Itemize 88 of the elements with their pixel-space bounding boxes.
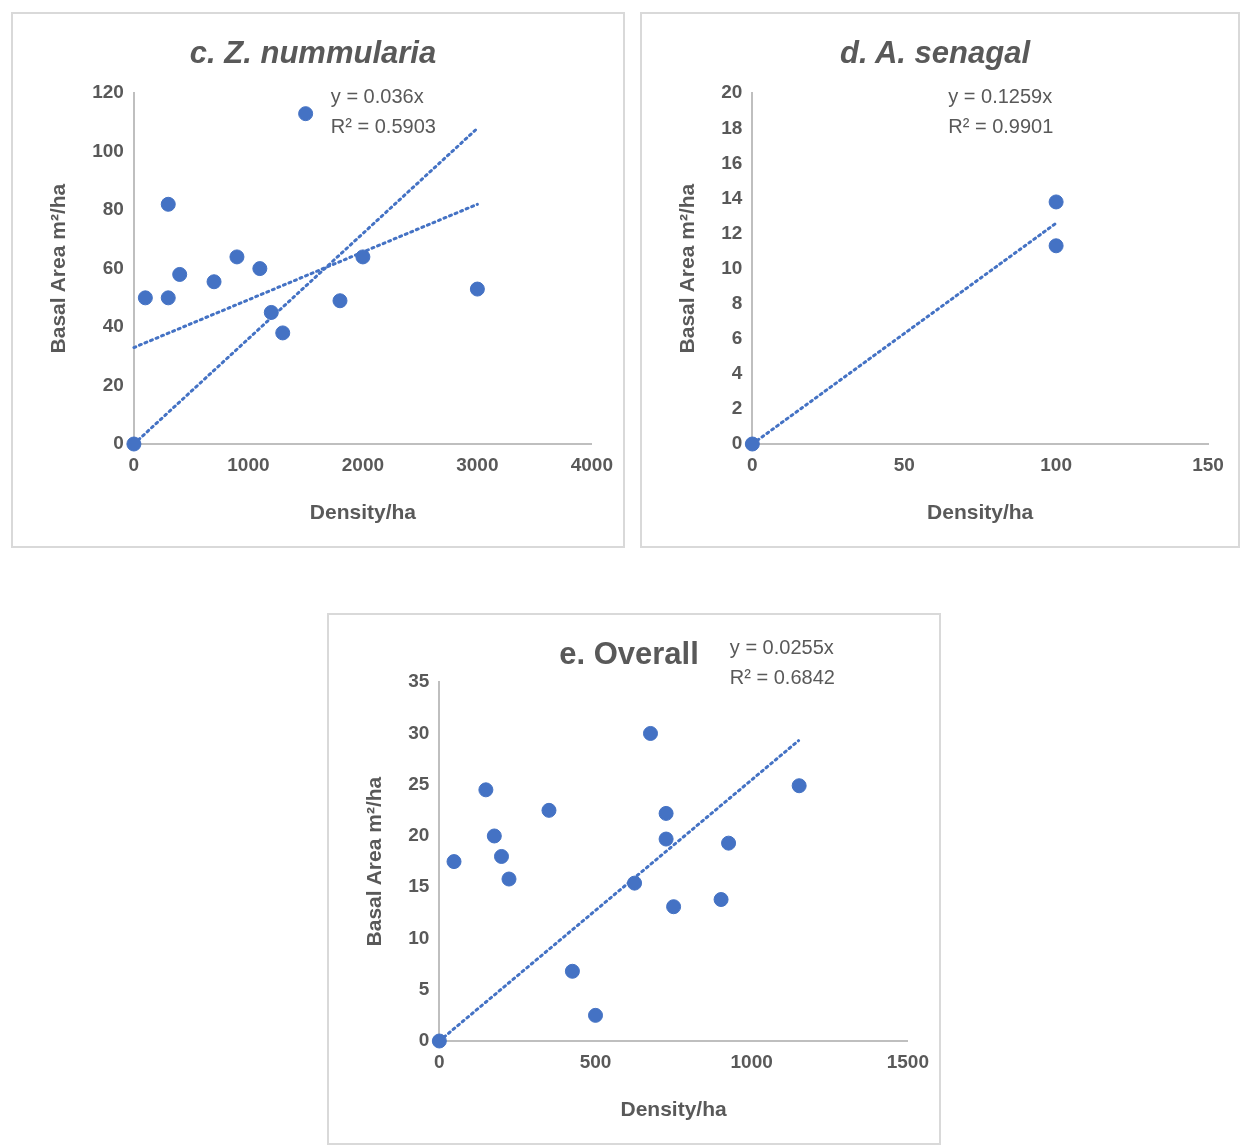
y-tick-label: 0 bbox=[113, 432, 124, 454]
x-tick-label: 3000 bbox=[456, 453, 499, 475]
point bbox=[206, 274, 222, 290]
point bbox=[658, 831, 674, 847]
y-tick-label: 0 bbox=[731, 432, 743, 454]
point bbox=[298, 106, 314, 122]
y-tick-label: 12 bbox=[721, 221, 743, 243]
y-tick-label: 2 bbox=[731, 397, 743, 419]
annotation: R² = 0.5903 bbox=[330, 114, 436, 137]
y-tick-label: 30 bbox=[408, 721, 430, 743]
x-axis-title: Density/ha bbox=[309, 500, 417, 524]
point bbox=[642, 725, 658, 741]
y-tick-label: 0 bbox=[418, 1029, 430, 1051]
x-tick-label: 0 bbox=[128, 453, 140, 475]
point bbox=[713, 892, 729, 908]
annotation: R² = 0.9901 bbox=[948, 114, 1054, 137]
y-tick-label: 60 bbox=[102, 256, 124, 278]
point bbox=[541, 802, 557, 818]
y-tick-label: 20 bbox=[102, 373, 124, 395]
y-tick-label: 100 bbox=[92, 139, 124, 161]
x-tick-label: 0 bbox=[434, 1050, 445, 1072]
point bbox=[627, 875, 643, 891]
y-tick-label: 14 bbox=[721, 186, 743, 208]
point bbox=[160, 196, 176, 212]
point bbox=[431, 1033, 447, 1049]
point bbox=[744, 436, 760, 452]
point bbox=[355, 249, 371, 265]
y-tick-label: 15 bbox=[408, 875, 430, 897]
chart-title: c. Z. nummularia bbox=[189, 35, 437, 71]
annotation: y = 0.036x bbox=[330, 84, 424, 107]
y-tick-label: 4 bbox=[731, 362, 743, 384]
point bbox=[160, 290, 176, 306]
point bbox=[564, 963, 580, 979]
y-tick-label: 20 bbox=[408, 824, 430, 846]
y-tick-label: 10 bbox=[721, 256, 743, 278]
point bbox=[252, 261, 268, 277]
x-tick-label: 2000 bbox=[341, 453, 385, 475]
point bbox=[275, 325, 291, 341]
x-axis-title: Density/ha bbox=[620, 1097, 728, 1121]
point bbox=[263, 304, 279, 320]
chart-title: e. Overall bbox=[559, 636, 699, 672]
y-axis-title: Basal Area m²/ha bbox=[675, 183, 699, 354]
point bbox=[1048, 238, 1064, 254]
x-tick-label: 100 bbox=[1040, 453, 1072, 475]
point bbox=[332, 293, 348, 309]
point bbox=[126, 436, 142, 452]
point bbox=[721, 835, 737, 851]
point bbox=[666, 899, 682, 915]
y-tick-label: 6 bbox=[731, 326, 743, 348]
point bbox=[493, 848, 509, 864]
x-tick-label: 50 bbox=[893, 453, 915, 475]
annotation: y = 0.1259x bbox=[948, 84, 1053, 107]
point bbox=[791, 778, 807, 794]
chart-title: d. A. senagal bbox=[839, 35, 1032, 71]
x-tick-label: 1000 bbox=[227, 453, 270, 475]
x-axis-title: Density/ha bbox=[927, 500, 1034, 524]
point bbox=[486, 828, 502, 844]
point bbox=[588, 1007, 604, 1023]
point bbox=[137, 290, 153, 306]
y-tick-label: 8 bbox=[731, 291, 743, 313]
point bbox=[446, 854, 462, 870]
y-tick-label: 35 bbox=[408, 670, 430, 692]
text: y = 0.0255x bbox=[729, 635, 834, 658]
x-tick-label: 1500 bbox=[886, 1050, 930, 1072]
point bbox=[501, 871, 517, 887]
point bbox=[1048, 194, 1064, 210]
point bbox=[469, 281, 485, 297]
y-tick-label: 40 bbox=[102, 315, 124, 337]
annotation: R² = 0.6842 bbox=[729, 665, 835, 688]
y-tick-label: 5 bbox=[418, 977, 430, 999]
y-tick-label: 80 bbox=[102, 198, 124, 220]
y-axis-title: Basal Area m²/ha bbox=[46, 183, 70, 354]
point bbox=[229, 249, 245, 265]
point bbox=[478, 782, 494, 798]
y-tick-label: 18 bbox=[721, 116, 743, 138]
point bbox=[172, 266, 188, 282]
y-tick-label: 10 bbox=[408, 926, 430, 948]
x-tick-label: 0 bbox=[747, 453, 758, 475]
y-tick-label: 25 bbox=[408, 772, 430, 794]
y-axis-title: Basal Area m²/ha bbox=[362, 776, 386, 947]
x-tick-label: 500 bbox=[579, 1050, 612, 1072]
y-tick-label: 20 bbox=[721, 81, 743, 103]
x-tick-label: 4000 bbox=[570, 453, 614, 475]
x-tick-label: 1000 bbox=[730, 1050, 773, 1072]
x-tick-label: 150 bbox=[1192, 453, 1224, 475]
y-tick-label: 16 bbox=[721, 151, 743, 173]
point bbox=[658, 805, 674, 821]
y-tick-label: 120 bbox=[92, 81, 124, 103]
